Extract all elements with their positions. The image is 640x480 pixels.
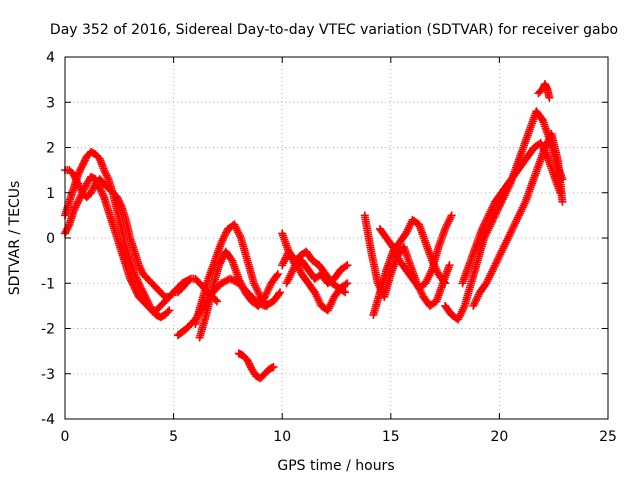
x-tick-label: 5 <box>169 429 178 445</box>
data-point <box>545 93 554 102</box>
y-tick-label: 0 <box>46 231 55 247</box>
chart-title: Day 352 of 2016, Sidereal Day-to-day VTE… <box>50 22 618 38</box>
data-point <box>445 261 454 270</box>
x-tick-label: 20 <box>490 429 508 445</box>
y-tick-label: -4 <box>41 412 55 428</box>
y-tick-label: -1 <box>41 276 55 292</box>
series-arc-12 <box>369 215 450 319</box>
data-point <box>441 279 450 288</box>
axis-ticks: 0 5 10 15 20 25 -4 -3 -2 -1 0 1 2 3 4 <box>41 50 617 445</box>
series-arc-3 <box>61 172 191 315</box>
y-tick-label: 4 <box>46 50 55 66</box>
y-tick-label: 2 <box>46 141 55 157</box>
series-arc-6 <box>195 247 282 342</box>
data-point <box>341 288 350 297</box>
y-tick-label: -2 <box>41 322 55 338</box>
data-point <box>213 297 222 306</box>
x-tick-label: 0 <box>61 429 70 445</box>
x-tick-label: 25 <box>599 429 617 445</box>
y-tick-label: 1 <box>46 186 55 202</box>
series-arc-16 <box>469 129 567 310</box>
data-point <box>165 306 174 315</box>
grid-lines <box>65 57 608 419</box>
data-point <box>558 197 567 206</box>
x-tick-label: 10 <box>273 429 291 445</box>
y-tick-label: 3 <box>46 95 55 111</box>
data-point <box>276 288 285 297</box>
data-point <box>343 279 352 288</box>
data-point <box>273 270 282 279</box>
y-tick-label: -3 <box>41 367 55 383</box>
series-arc-7 <box>234 349 278 383</box>
x-tick-label: 15 <box>382 429 400 445</box>
series-arc-13 <box>375 211 456 292</box>
data-point <box>269 362 278 371</box>
series-arc-10 <box>282 247 350 297</box>
y-axis-label: SDTVAR / TECUs <box>7 181 23 296</box>
data-point <box>343 261 352 270</box>
data-point <box>262 301 271 310</box>
data-point <box>182 279 191 288</box>
series-arc-17 <box>534 80 554 102</box>
series-arc-9 <box>278 247 352 315</box>
data-point <box>447 211 456 220</box>
data-series <box>61 80 567 383</box>
plot-frame <box>64 56 609 420</box>
x-axis-label: GPS time / hours <box>277 458 394 474</box>
